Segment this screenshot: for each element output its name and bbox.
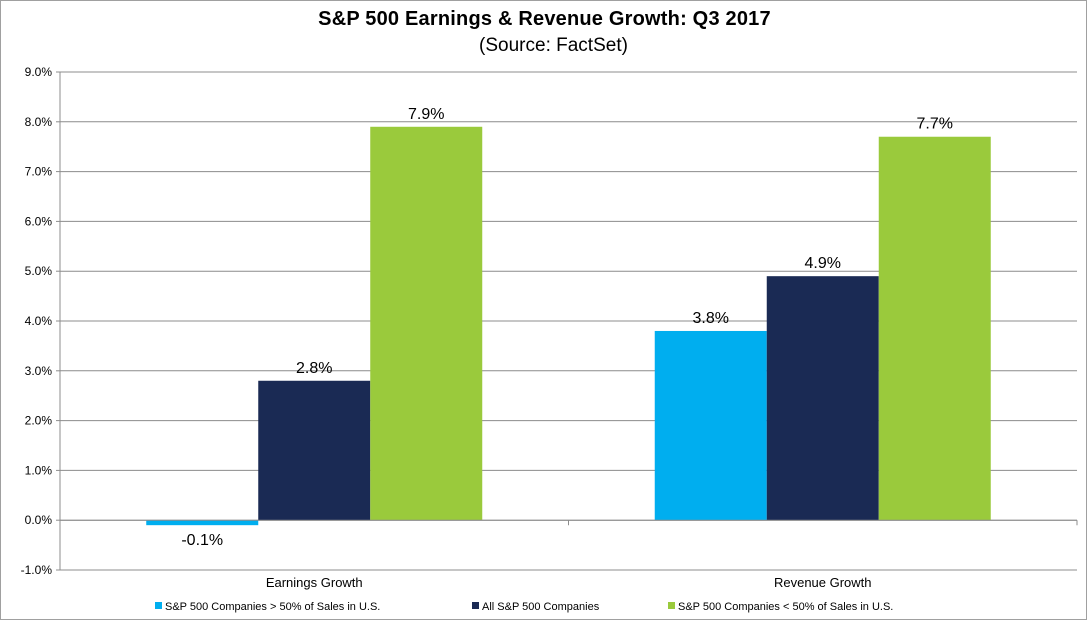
data-label: -0.1%: [181, 532, 223, 549]
data-labels: -0.1% 2.8% 7.9% 3.8% 4.9% 7.7%: [181, 106, 953, 549]
data-label: 4.9%: [805, 255, 841, 272]
y-tick-label: 7.0%: [25, 165, 53, 179]
legend-label: All S&P 500 Companies: [482, 601, 600, 613]
legend-swatch: [668, 602, 675, 609]
y-tick-label: 0.0%: [25, 513, 53, 527]
y-tick-label: 3.0%: [25, 364, 53, 378]
y-tick-label: 9.0%: [25, 65, 53, 79]
category-label: Earnings Growth: [266, 575, 363, 590]
category-label: Revenue Growth: [774, 575, 872, 590]
data-label: 7.9%: [408, 106, 444, 123]
chart-subtitle: (Source: FactSet): [479, 35, 628, 56]
bars: [146, 126, 991, 526]
y-tick-label: 1.0%: [25, 463, 53, 477]
y-tick-label: 5.0%: [25, 264, 53, 278]
bar: [654, 330, 767, 521]
bar: [766, 276, 879, 521]
data-label: 3.8%: [693, 310, 729, 327]
axes: -1.0% 0.0% 1.0% 2.0% 3.0% 4.0% 5.0% 6.0% 7.0% 8.0…: [21, 65, 1078, 590]
data-label: 7.7%: [917, 116, 953, 133]
legend-swatch: [472, 602, 479, 609]
data-label: 2.8%: [296, 360, 332, 377]
y-tick-label: -1.0%: [21, 563, 53, 577]
legend-swatch: [155, 602, 162, 609]
bar: [370, 126, 483, 521]
legend-label: S&P 500 Companies < 50% of Sales in U.S.: [678, 601, 893, 613]
y-tick-label: 6.0%: [25, 214, 53, 228]
y-tick-label: 8.0%: [25, 115, 53, 129]
bar: [878, 136, 991, 521]
legend-label: S&P 500 Companies > 50% of Sales in U.S.: [165, 601, 380, 613]
bar: [146, 520, 259, 526]
legend: S&P 500 Companies > 50% of Sales in U.S.…: [155, 601, 893, 613]
chart-title: S&P 500 Earnings & Revenue Growth: Q3 20…: [318, 8, 771, 30]
y-tick-label: 4.0%: [25, 314, 53, 328]
y-tick-label: 2.0%: [25, 414, 53, 428]
bar: [258, 380, 371, 521]
